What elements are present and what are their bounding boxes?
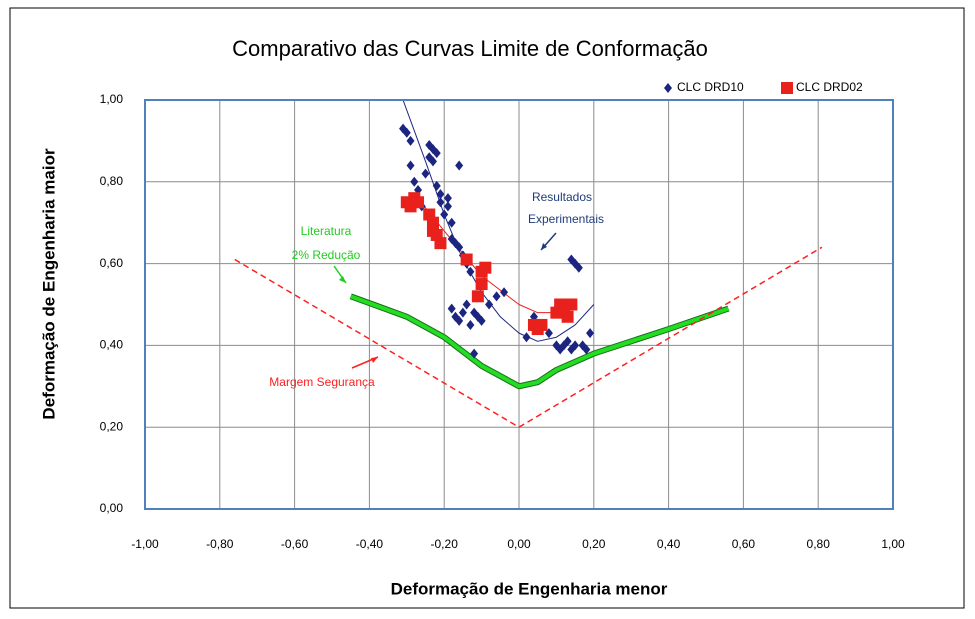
chart-title: Comparativo das Curvas Limite de Conform… bbox=[232, 36, 708, 61]
x-tick-label: 0,00 bbox=[507, 537, 531, 551]
plot-border bbox=[144, 99, 894, 510]
y-tick-label: 0,20 bbox=[100, 419, 124, 433]
annotation: Margem Segurança bbox=[269, 375, 375, 389]
legend-label: CLC DRD02 bbox=[796, 80, 863, 94]
marker bbox=[402, 127, 411, 138]
marker bbox=[432, 148, 441, 159]
x-tick-label: -0,40 bbox=[356, 537, 384, 551]
marker bbox=[421, 168, 430, 179]
marker bbox=[455, 160, 464, 171]
plot bbox=[234, 99, 823, 428]
annotation: Literatura bbox=[301, 224, 352, 238]
marker bbox=[443, 201, 452, 212]
marker bbox=[475, 278, 488, 291]
marker bbox=[582, 344, 591, 355]
legend-marker bbox=[664, 83, 672, 93]
marker bbox=[406, 135, 415, 146]
marker bbox=[436, 189, 445, 200]
marker bbox=[492, 291, 501, 302]
marker bbox=[412, 196, 425, 209]
y-tick-label: 0,40 bbox=[100, 338, 124, 352]
marker bbox=[565, 298, 578, 311]
x-tick-label: 0,20 bbox=[582, 537, 606, 551]
marker bbox=[561, 310, 574, 323]
marker bbox=[432, 180, 441, 191]
marker bbox=[466, 266, 475, 277]
x-tick-label: -1,00 bbox=[131, 537, 159, 551]
marker bbox=[500, 287, 509, 298]
x-tick-label: 0,60 bbox=[732, 537, 756, 551]
marker bbox=[447, 303, 456, 314]
x-tick-label: 1,00 bbox=[881, 537, 905, 551]
y-axis-label: Deformação de Engenharia maior bbox=[39, 148, 58, 420]
arrow-head bbox=[339, 276, 346, 283]
line bbox=[350, 294, 730, 389]
y-tick-label: 0,60 bbox=[100, 256, 124, 270]
line bbox=[402, 99, 595, 342]
x-axis-label: Deformação de Engenharia menor bbox=[391, 579, 668, 598]
annotation: Experimentais bbox=[528, 212, 604, 226]
marker bbox=[586, 328, 595, 339]
x-tick-label: -0,80 bbox=[206, 537, 234, 551]
marker bbox=[436, 197, 445, 208]
marker bbox=[462, 299, 471, 310]
marker bbox=[574, 262, 583, 273]
annotation: Resultados bbox=[532, 190, 592, 204]
legend-label: CLC DRD10 bbox=[677, 80, 744, 94]
marker bbox=[563, 336, 572, 347]
marker bbox=[479, 261, 492, 274]
marker bbox=[485, 299, 494, 310]
marker bbox=[455, 315, 464, 326]
marker bbox=[434, 237, 447, 250]
x-tick-label: -0,60 bbox=[281, 537, 309, 551]
arrow-head bbox=[371, 357, 378, 363]
y-tick-label: 0,80 bbox=[100, 174, 124, 188]
marker bbox=[535, 318, 548, 331]
marker bbox=[471, 290, 484, 303]
marker bbox=[477, 315, 486, 326]
marker bbox=[447, 217, 456, 228]
marker bbox=[458, 307, 467, 318]
marker bbox=[571, 340, 580, 351]
marker bbox=[428, 156, 437, 167]
marker bbox=[410, 176, 419, 187]
x-tick-label: 0,40 bbox=[657, 537, 681, 551]
line bbox=[234, 246, 823, 428]
y-tick-label: 0,00 bbox=[100, 501, 124, 515]
marker bbox=[460, 253, 473, 266]
arrows bbox=[333, 232, 557, 369]
x-tick-label: 0,80 bbox=[807, 537, 831, 551]
marker bbox=[443, 193, 452, 204]
marker bbox=[522, 332, 531, 343]
marker bbox=[466, 319, 475, 330]
x-tick-label: -0,20 bbox=[431, 537, 459, 551]
marker bbox=[455, 242, 464, 253]
marker bbox=[440, 209, 449, 220]
chart-frame bbox=[9, 7, 965, 609]
legend-marker bbox=[781, 82, 793, 94]
marker bbox=[406, 160, 415, 171]
annotation: 2% Redução bbox=[292, 248, 361, 262]
y-tick-label: 1,00 bbox=[100, 92, 124, 106]
arrow-head bbox=[541, 243, 547, 250]
marker bbox=[470, 348, 479, 359]
